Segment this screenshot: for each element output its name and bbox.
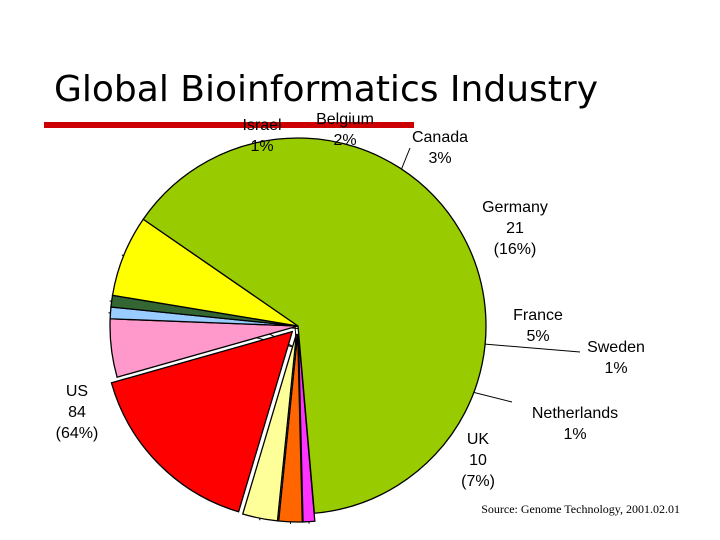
slice-label-sweden: Sweden 1% [587,339,645,377]
slice-label-belgium: Belgium 2% [316,111,374,149]
slice-label-israel: Israel 1% [242,117,281,155]
page-title: Global Bioinformatics Industry [54,69,599,110]
source-note: Source: Genome Technology, 2001.02.01 [481,502,680,516]
pie-slice-belgium [277,333,303,523]
title-underline [44,122,414,128]
pie-slice-us [142,137,487,514]
pie-slice-canada [241,333,298,522]
slice-label-canada: Canada 3% [412,129,468,167]
slice-labels: Israel 1% Belgium 2% Canada 3% Germany 21 (16%) F… [56,111,645,490]
pie-slice-germany [110,330,294,513]
slice-label-uk: UK 10 (7%) [461,431,495,490]
slice-label-netherlands: Netherlands 1% [532,405,618,443]
slice-label-us: US 84 (64%) [56,383,99,442]
slice-label-france: France 5% [513,307,563,345]
slice-label-germany: Germany 21 (16%) [482,199,548,258]
pie-slices [109,137,487,523]
